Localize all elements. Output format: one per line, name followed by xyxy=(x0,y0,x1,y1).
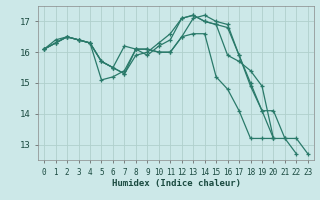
X-axis label: Humidex (Indice chaleur): Humidex (Indice chaleur) xyxy=(111,179,241,188)
